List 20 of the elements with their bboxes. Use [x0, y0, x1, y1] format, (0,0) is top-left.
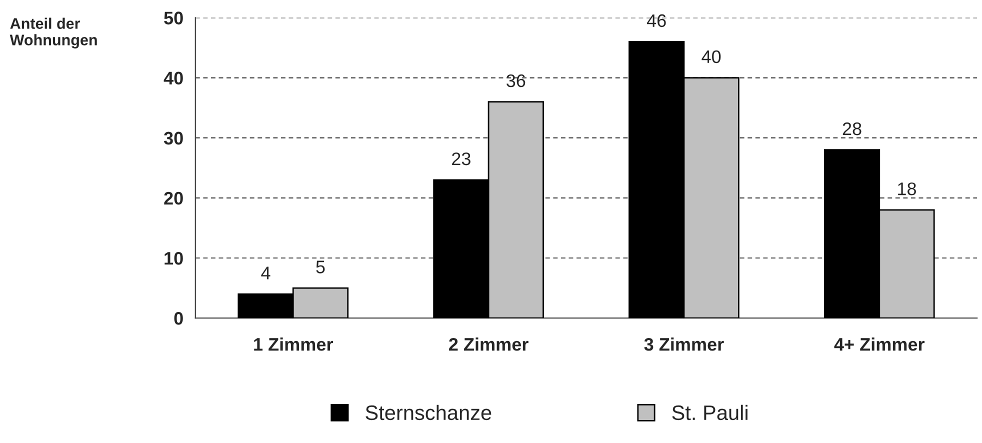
data-label: 4 — [261, 266, 270, 280]
legend-label: St. Pauli — [672, 404, 748, 420]
data-label: 46 — [646, 14, 666, 28]
x-tick-label: 4+ Zimmer — [834, 338, 925, 351]
data-label: 40 — [702, 50, 721, 64]
data-label: 18 — [898, 182, 916, 196]
y-tick-label: 30 — [164, 132, 183, 145]
x-tick-label: 2 Zimmer — [449, 338, 528, 351]
y-tick-label: 0 — [174, 312, 183, 325]
data-label: 28 — [842, 122, 862, 136]
data-label: 5 — [316, 260, 325, 274]
y-tick-label: 10 — [164, 252, 183, 265]
data-label: 23 — [452, 152, 470, 166]
y-tick-label: 20 — [164, 192, 183, 205]
x-tick-label: 1 Zimmer — [254, 338, 333, 351]
legend-label: Sternschanze — [366, 404, 492, 420]
y-tick-label: 40 — [164, 72, 183, 85]
x-tick-label: 3 Zimmer — [644, 338, 724, 351]
y-tick-label: 50 — [164, 12, 183, 24]
y-axis-title: Anteil der Wohnungen — [10, 18, 97, 48]
